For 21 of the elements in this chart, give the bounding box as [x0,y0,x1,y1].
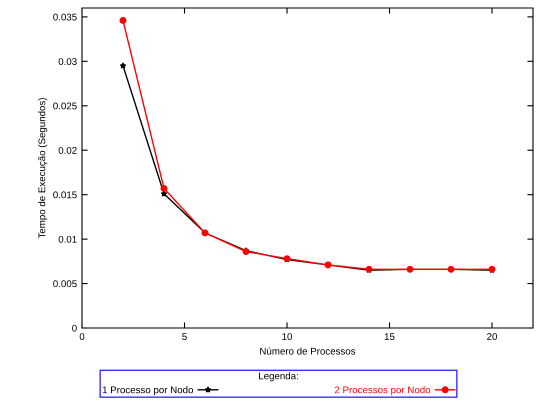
y-tick-label: 0.01 [58,236,77,243]
y-tick-label: 0.03 [58,58,77,65]
y-axis-title: Tempo de Execução (Segundos) [38,98,48,238]
legend-label: 1 Processo por Nodo [102,386,194,396]
x-axis-title: Número de Processos [260,347,356,355]
point [120,62,126,69]
y-tick-label: 0.015 [53,191,77,198]
y-tick-label: 0.035 [53,14,77,21]
y-tick-label: 0.02 [58,146,77,154]
x-tick-label: 0 [80,333,84,340]
x-tick-label: 20 [487,333,498,340]
point [160,184,168,192]
legend-title: Legenda: [259,372,298,382]
x-tick-label: 15 [384,333,394,340]
y-tick-label: 0.005 [53,280,77,288]
legend-label: 2 Processos por Nodo [334,386,430,396]
y-tick-label: 0 [72,324,77,332]
x-tick-label: 5 [182,333,187,340]
point [120,16,126,24]
y-tick-label: 0.025 [53,102,77,110]
x-tick-label: 10 [282,333,292,340]
